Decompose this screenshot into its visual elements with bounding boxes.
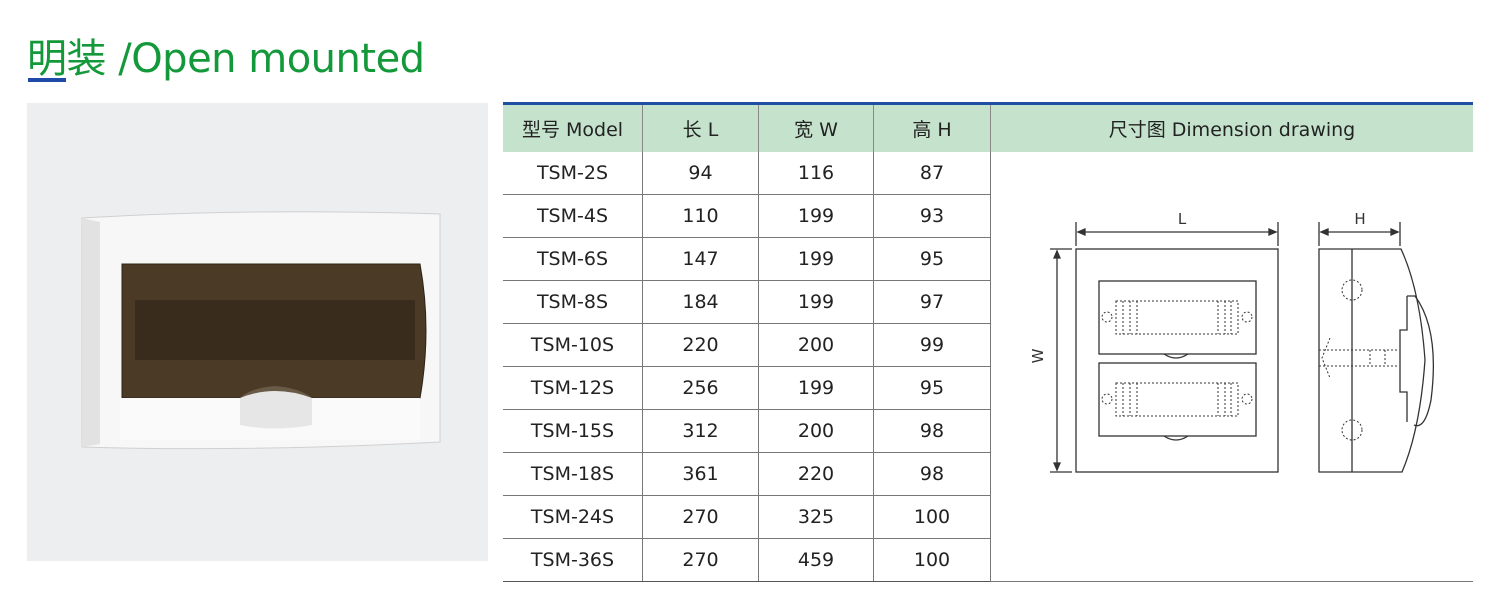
cell-height: 99	[873, 323, 991, 367]
label-h: H	[1354, 210, 1365, 228]
cell-width: 325	[758, 495, 874, 539]
label-w: W	[1029, 348, 1047, 363]
cell-length: 270	[642, 538, 759, 582]
label-l: L	[1178, 210, 1187, 228]
table-row: TSM-10S 220 200 99	[503, 323, 1473, 367]
table-header-row: 型号 Model 长 L 宽 W 高 H 尺寸图 Dimension drawi…	[503, 103, 1473, 152]
table-row: TSM-8S 184 199 97	[503, 280, 1473, 324]
front-view: L W	[1029, 210, 1279, 473]
table-row: TSM-4S 110 199 93	[503, 194, 1473, 238]
table-row: TSM-6S 147 199 95	[503, 237, 1473, 281]
header-drawing: 尺寸图 Dimension drawing	[990, 103, 1473, 152]
title-underline	[28, 78, 66, 82]
cell-height: 100	[873, 538, 991, 582]
cell-height: 98	[873, 409, 991, 453]
cell-model: TSM-6S	[503, 237, 643, 281]
header-height: 高 H	[873, 103, 991, 152]
cell-model: TSM-36S	[503, 538, 643, 582]
cell-width: 220	[758, 452, 874, 496]
cell-length: 220	[642, 323, 759, 367]
cell-length: 361	[642, 452, 759, 496]
cell-height: 95	[873, 366, 991, 410]
cell-length: 256	[642, 366, 759, 410]
cell-height: 87	[873, 152, 991, 195]
header-model: 型号 Model	[503, 103, 643, 152]
table-row: TSM-36S 270 459 100	[503, 538, 1473, 582]
cell-width: 199	[758, 366, 874, 410]
cell-model: TSM-2S	[503, 152, 643, 195]
cell-height: 95	[873, 237, 991, 281]
cell-model: TSM-8S	[503, 280, 643, 324]
cell-width: 116	[758, 152, 874, 195]
table-row: TSM-12S 256 199 95	[503, 366, 1473, 410]
cell-model: TSM-10S	[503, 323, 643, 367]
header-width: 宽 W	[758, 103, 874, 152]
side-view: H	[1318, 210, 1435, 473]
cell-model: TSM-15S	[503, 409, 643, 453]
cell-width: 199	[758, 237, 874, 281]
cell-length: 270	[642, 495, 759, 539]
cell-width: 200	[758, 323, 874, 367]
cell-length: 94	[642, 152, 759, 195]
table-row: TSM-15S 312 200 98	[503, 409, 1473, 453]
cell-model: TSM-18S	[503, 452, 643, 496]
cell-height: 100	[873, 495, 991, 539]
table-row: TSM-2S 94 116 87	[503, 152, 1473, 582]
header-length: 长 L	[642, 103, 759, 152]
product-photo	[27, 103, 488, 561]
cell-width: 199	[758, 280, 874, 324]
cell-width: 199	[758, 194, 874, 238]
table-row: TSM-24S 270 325 100	[503, 495, 1473, 539]
cell-height: 93	[873, 194, 991, 238]
cell-length: 312	[642, 409, 759, 453]
table-row: TSM-18S 361 220 98	[503, 452, 1473, 496]
cell-model: TSM-4S	[503, 194, 643, 238]
cell-height: 98	[873, 452, 991, 496]
cell-width: 459	[758, 538, 874, 582]
cell-height: 97	[873, 280, 991, 324]
drawing-cell	[990, 152, 1473, 582]
cell-length: 110	[642, 194, 759, 238]
page-title: 明装 /Open mounted	[27, 36, 425, 82]
cell-length: 147	[642, 237, 759, 281]
cell-width: 200	[758, 409, 874, 453]
cell-model: TSM-24S	[503, 495, 643, 539]
spec-table: 型号 Model 长 L 宽 W 高 H 尺寸图 Dimension drawi…	[503, 102, 1473, 582]
